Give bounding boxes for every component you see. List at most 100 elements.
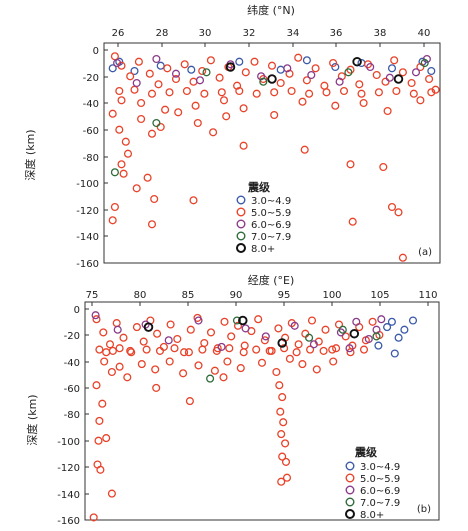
panel-a-point-mag-5.0-5.9 [193, 118, 202, 128]
panel-a-point-mag-5.0-5.9 [239, 104, 248, 113]
panel-b-point-mag-5.0-5.9 [198, 345, 207, 354]
panel-b-y-tick-label: -40 [64, 358, 80, 369]
panel-a-point-mag-5.0-5.9 [117, 160, 126, 169]
panel-b-point-mag-5.0-5.9 [321, 325, 330, 334]
panel-b-point-mag-5.0-5.9 [212, 346, 221, 355]
panel-b-point-mag-5.0-5.9 [272, 367, 281, 377]
panel-a-point-mag-6.0-6.9 [113, 58, 122, 68]
panel-b-point-mag-6.0-6.9 [91, 311, 100, 320]
panel-b-point-mag-7.0-7.9 [305, 333, 314, 342]
panel-b-point-mag-6.0-6.9 [113, 325, 122, 334]
panel-b-x-axis-title: 经度 (°E) [248, 273, 295, 287]
panel-b-point-mag-7.0-7.9 [372, 332, 381, 341]
panel-a-point-mag-5.0-5.9 [252, 89, 261, 98]
panel-a-point-mag-5.0-5.9 [145, 69, 154, 78]
panel-b-point-mag-5.0-5.9 [206, 328, 216, 337]
panel-b-point-mag-3.0-4.9 [400, 325, 409, 334]
panel-a-point-mag-5.0-5.9 [126, 72, 135, 81]
panel-a-point-mag-8.0 [393, 74, 404, 84]
panel-b-point-mag-5.0-5.9 [307, 316, 317, 325]
panel-a-point-mag-3.0-4.9 [276, 65, 285, 74]
panel-a-point-mag-8.0 [352, 56, 362, 67]
panel-a-point-mag-5.0-5.9 [425, 74, 434, 84]
panel-a-point-mag-8.0 [267, 74, 277, 84]
panel-a-point-mag-3.0-4.9 [108, 64, 117, 73]
panel-a-y-tick-label: -80 [83, 153, 99, 164]
panel-a-point-mag-5.0-5.9 [161, 105, 170, 114]
panel-a-x-tick-label: 26 [112, 28, 125, 39]
panel-b-y-tick-label: -160 [57, 516, 80, 527]
panel-a-legend-label: 6.0~6.9 [251, 220, 291, 231]
panel-a-point-mag-5.0-5.9 [305, 89, 314, 98]
panel-b-x-tick-label: 110 [418, 290, 437, 301]
panel-a-x-tick-label: 40 [418, 28, 431, 39]
panel-b-point-mag-5.0-5.9 [294, 340, 303, 349]
panel-a-point-mag-7.0-7.9 [259, 77, 268, 86]
panel-a-point-mag-5.0-5.9 [357, 89, 366, 98]
panel-a-point-mag-5.0-5.9 [383, 106, 392, 116]
panel-b-point-mag-5.0-5.9 [166, 320, 175, 329]
panel-a-point-mag-6.0-6.9 [411, 68, 421, 77]
panel-b-point-mag-5.0-5.9 [132, 323, 141, 332]
panel-a-point-mag-5.0-5.9 [154, 80, 163, 89]
panel-a-x-axis-title: 纬度 (°N) [247, 3, 295, 17]
panel-a-point-mag-5.0-5.9 [219, 96, 229, 105]
panel-a-point-mag-5.0-5.9 [110, 202, 119, 212]
panel-b-point-mag-5.0-5.9 [233, 321, 243, 330]
panel-b-point-mag-6.0-6.9 [352, 317, 361, 326]
panel-b-y-tick-label: -100 [57, 437, 80, 448]
panel-b-point-mag-8.0 [277, 338, 287, 348]
panel-b-y-axis-title: 深度 (km) [25, 394, 39, 445]
panel-a-y-tick-label: -120 [76, 206, 99, 217]
panel-a-point-mag-5.0-5.9 [217, 88, 226, 97]
panel-a-point-mag-5.0-5.9 [302, 76, 311, 85]
panel-b-point-mag-5.0-5.9 [100, 357, 109, 366]
panel-a-legend: 震级 3.0~4.9 5.0~5.9 6.0~6.9 7.0~7.9 8.0+ [236, 180, 291, 255]
panel-a-point-mag-5.0-5.9 [394, 208, 403, 217]
panel-b-x-tick-label: 75 [86, 290, 99, 301]
panel-a-point-mag-5.0-5.9 [300, 145, 309, 154]
panel-b-legend-marker-8.0 [345, 509, 355, 519]
panel-b-point-mag-6.0-6.9 [290, 321, 299, 330]
panel-b-point-mag-6.0-6.9 [345, 344, 354, 353]
panel-a-point-mag-5.0-5.9 [329, 58, 338, 68]
panel-b-legend-marker-6.0-6.9 [345, 485, 355, 495]
panel-a-legend-marker-6.0-6.9 [236, 219, 246, 229]
panel-a-point-mag-5.0-5.9 [215, 73, 224, 82]
panel-b-point-mag-5.0-5.9 [239, 348, 248, 357]
panel-b-point-mag-3.0-4.9 [387, 317, 396, 326]
panel-a-point-mag-5.0-5.9 [407, 78, 416, 88]
panel-a-x-tick-label: 32 [243, 28, 256, 39]
panel-a-point-mag-5.0-5.9 [147, 129, 157, 138]
panel-a-point-mag-5.0-5.9 [239, 141, 248, 150]
panel-a-x-tick-label: 36 [330, 28, 343, 39]
panel-b-point-mag-5.0-5.9 [173, 334, 182, 344]
panel-a-legend-title: 震级 [247, 180, 271, 194]
panel-b-point-mag-5.0-5.9 [346, 348, 355, 357]
panel-b-point-mag-7.0-7.9 [338, 325, 347, 334]
panel-a-point-mag-5.0-5.9 [137, 98, 146, 108]
panel-b-point-mag-5.0-5.9 [220, 317, 229, 326]
panel-b-point-mag-3.0-4.9 [374, 341, 383, 350]
panel-a-point-mag-5.0-5.9 [108, 109, 117, 118]
panel-a-point-mag-5.0-5.9 [165, 88, 174, 97]
panel-a-legend-marker-7.0-7.9 [236, 231, 246, 241]
panel-b-point-mag-5.0-5.9 [301, 329, 310, 338]
panel-b-data-points [89, 311, 418, 522]
panel-b: 经度 (°E) 深度 (km) 75 80 85 90 95 100 105 1… [25, 273, 440, 527]
panel-a-point-mag-3.0-4.9 [387, 64, 397, 73]
panel-b-point-mag-5.0-5.9 [159, 342, 168, 351]
panel-a-y-tick-label: -140 [76, 232, 99, 243]
panel-b-point-mag-5.0-5.9 [94, 436, 103, 445]
panel-b-point-mag-5.0-5.9 [278, 393, 287, 402]
panel-a-x-tick-label: 38 [374, 28, 387, 39]
panel-b-point-mag-5.0-5.9 [359, 345, 369, 354]
panel-b-point-mag-6.0-6.9 [377, 315, 386, 324]
panel-a-point-mag-5.0-5.9 [222, 112, 231, 121]
panel-a-point-mag-6.0-6.9 [366, 62, 375, 72]
panel-b-legend: 震级 3.0~4.9 5.0~5.9 6.0~6.9 7.0~7.9 8.0+ [345, 445, 400, 521]
panel-a-x-tick-label: 34 [287, 28, 300, 39]
panel-a-point-mag-5.0-5.9 [132, 184, 141, 193]
panel-a-legend-label: 3.0~4.9 [251, 196, 291, 207]
panel-b-point-mag-3.0-4.9 [394, 333, 403, 342]
